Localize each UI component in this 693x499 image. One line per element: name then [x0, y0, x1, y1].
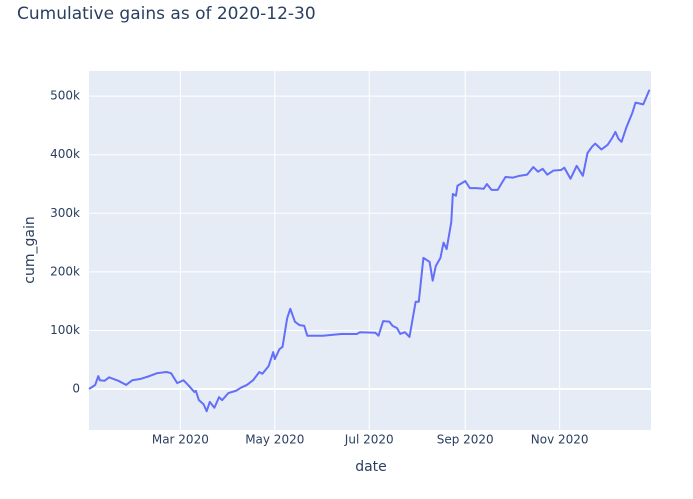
- y-tick-label: 400k: [50, 147, 80, 161]
- x-tick-label: May 2020: [245, 433, 304, 447]
- y-axis-label: cum_gain: [22, 216, 38, 283]
- y-tick-label: 200k: [50, 264, 80, 278]
- y-tick-label: 0: [72, 382, 80, 396]
- x-tick-label: Jul 2020: [344, 433, 394, 447]
- y-tick-label: 100k: [50, 323, 80, 337]
- chart-title: Cumulative gains as of 2020-12-30: [17, 4, 316, 24]
- y-tick-label: 300k: [50, 206, 80, 220]
- x-tick-label: Mar 2020: [152, 433, 209, 447]
- line: [88, 89, 651, 413]
- x-tick-label: Nov 2020: [531, 433, 589, 447]
- x-tick-label: Sep 2020: [437, 433, 494, 447]
- plot-area: [89, 71, 651, 430]
- y-tick-label: 500k: [50, 89, 80, 103]
- x-axis-label: date: [355, 459, 387, 475]
